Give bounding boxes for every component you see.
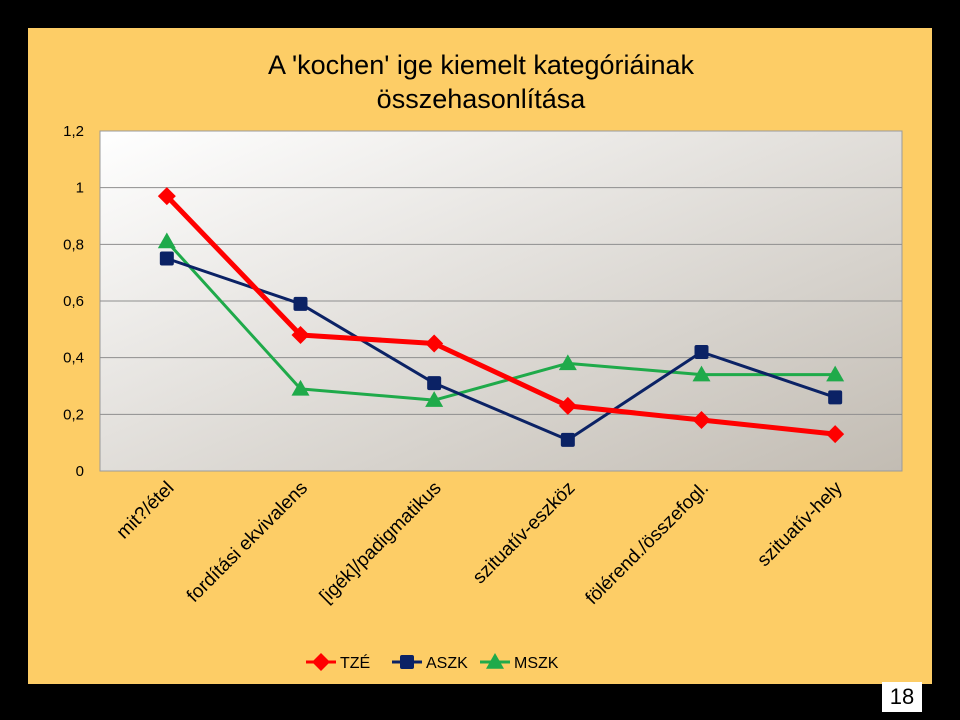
y-tick-label: 1 (76, 180, 84, 197)
data-point-aszk (427, 376, 442, 391)
chart-legend: TZÉ ASZK MSZK (306, 653, 559, 672)
legend-marker-aszk (400, 655, 414, 669)
data-point-aszk (159, 251, 174, 266)
chart-title-line-2: összehasonlítása (377, 84, 587, 114)
y-tick-label: 0 (76, 463, 84, 480)
y-tick-label: 0,2 (63, 406, 84, 423)
data-point-aszk (560, 432, 575, 447)
y-tick-label: 0,4 (63, 350, 84, 367)
series-line-mszk (165, 240, 836, 402)
legend-label-aszk: ASZK (426, 655, 468, 672)
data-point-mszk (425, 391, 444, 407)
data-point-mszk (291, 379, 310, 396)
x-tick-label: fordítási ekvivalens (183, 478, 312, 607)
y-tick-label: 0,8 (63, 236, 84, 253)
data-point-tze (692, 411, 711, 429)
data-point-tze (291, 326, 310, 344)
legend-marker-tze (312, 653, 330, 671)
x-tick-label: mit?/étel (113, 478, 179, 544)
data-point-mszk (157, 232, 176, 249)
y-tick-label: 0,6 (63, 293, 84, 310)
series-line-aszk (166, 257, 836, 442)
legend-label-mszk: MSZK (514, 655, 559, 672)
data-point-aszk (694, 345, 709, 359)
chart-title-line-1: A 'kochen' ige kiemelt kategóriáinak (268, 50, 695, 80)
data-point-aszk (828, 390, 843, 405)
x-tick-label: szituatív-hely (753, 477, 847, 571)
slide-number: 18 (882, 682, 922, 712)
legend-label-tze: TZÉ (340, 653, 370, 672)
y-tick-label: 1,2 (63, 123, 84, 140)
series-line-tze (165, 194, 836, 437)
data-point-tze (558, 396, 577, 415)
data-point-aszk (293, 296, 308, 311)
data-point-tze (157, 187, 176, 206)
x-tick-label: [igék]/padigmatikus (316, 478, 446, 608)
x-tick-label: fölérend./összefogl. (582, 478, 713, 609)
x-tick-label: szituatív-eszköz (469, 478, 579, 588)
data-point-tze (826, 425, 845, 444)
data-point-mszk (826, 365, 845, 382)
data-point-mszk (692, 365, 711, 382)
data-point-tze (425, 334, 444, 353)
data-point-mszk (558, 354, 577, 371)
legend-marker-mszk (486, 653, 504, 669)
